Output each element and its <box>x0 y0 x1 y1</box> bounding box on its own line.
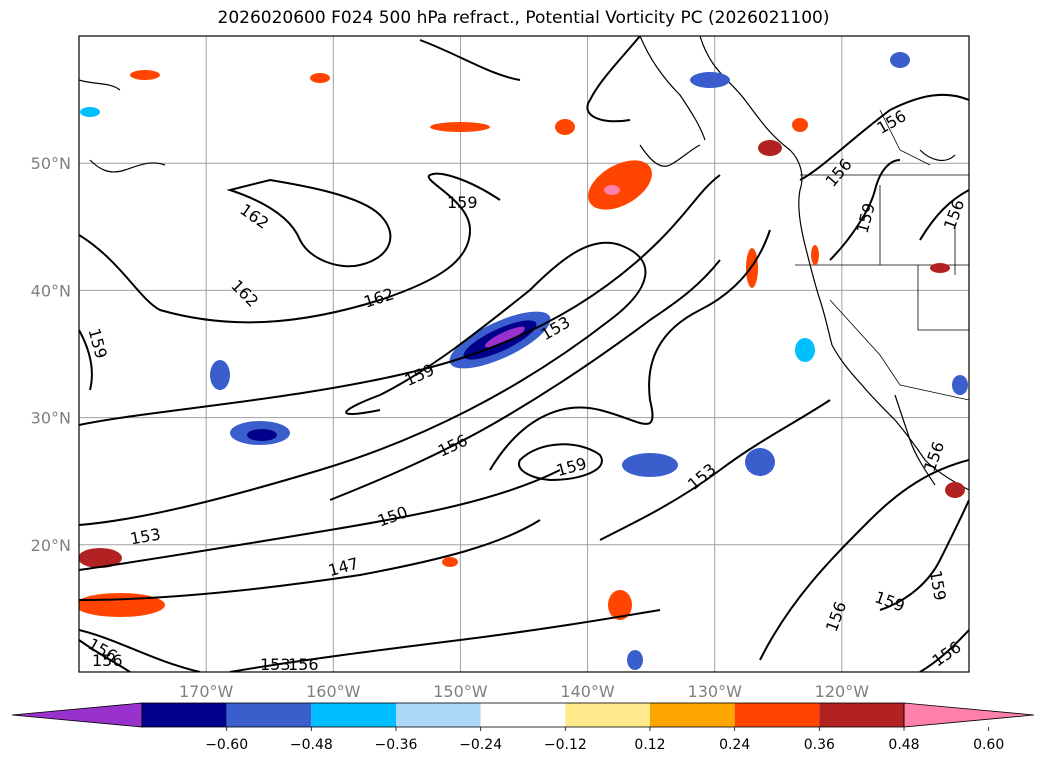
colorbar-extend-low <box>11 702 143 728</box>
lon-label: 130°W <box>688 682 743 701</box>
colorbar-bin <box>142 703 227 727</box>
lon-label: 170°W <box>179 682 234 701</box>
map-background <box>79 36 969 672</box>
chart-title: 2026020600 F024 500 hPa refract., Potent… <box>217 8 830 28</box>
lon-label: 140°W <box>560 682 615 701</box>
colorbar-bin <box>565 703 650 727</box>
colorbar-bin <box>650 703 735 727</box>
colorbar-bin <box>226 703 312 727</box>
colorbar-tick-label: −0.60 <box>205 737 248 753</box>
colorbar-tick-label: −0.36 <box>375 737 418 753</box>
colorbar-bin <box>734 703 820 727</box>
coastlines <box>79 36 969 491</box>
lon-label: 120°W <box>815 682 870 701</box>
lon-label: 150°W <box>433 682 488 701</box>
colorbar-bin <box>480 703 566 727</box>
colorbar-bin <box>311 703 396 727</box>
lat-label: 20°N <box>31 536 71 555</box>
colorbar: −0.60 −0.48 −0.36 −0.24 −0.12 0.12 0.24 0.36 0.4… <box>11 702 1035 753</box>
colorbar-tick-label: 0.24 <box>719 737 750 753</box>
contour-label: 159 <box>447 193 478 212</box>
lat-label: 50°N <box>31 154 71 173</box>
country-borders <box>795 109 969 401</box>
gridlines <box>79 36 969 672</box>
latitude-labels: 50°N 40°N 30°N 20°N <box>31 154 71 555</box>
colorbar-tick-label: 0.60 <box>973 737 1004 753</box>
colorbar-tick-label: 0.12 <box>634 737 665 753</box>
contour-lines <box>79 36 969 672</box>
colorbar-tick-label: −0.12 <box>544 737 587 753</box>
map-frame <box>78 35 970 673</box>
colorbar-extend-high <box>903 702 1035 728</box>
colorbar-tick-label: 0.48 <box>888 737 919 753</box>
pv-shading <box>79 52 968 670</box>
longitude-labels: 170°W 160°W 150°W 140°W 130°W 120°W <box>179 682 869 701</box>
colorbar-tick-label: 0.36 <box>804 737 835 753</box>
lat-label: 40°N <box>31 281 71 300</box>
colorbar-tick-label: −0.24 <box>459 737 502 753</box>
lat-label: 30°N <box>31 409 71 428</box>
colorbar-frame <box>141 702 905 728</box>
contour-label: 156 <box>92 651 123 670</box>
colorbar-bin <box>396 703 481 727</box>
colorbar-tick-label: −0.48 <box>290 737 333 753</box>
colorbar-bin <box>819 703 904 727</box>
lon-label: 160°W <box>306 682 361 701</box>
contour-label: 156 <box>288 655 319 674</box>
contour-label: 153 <box>260 655 291 674</box>
